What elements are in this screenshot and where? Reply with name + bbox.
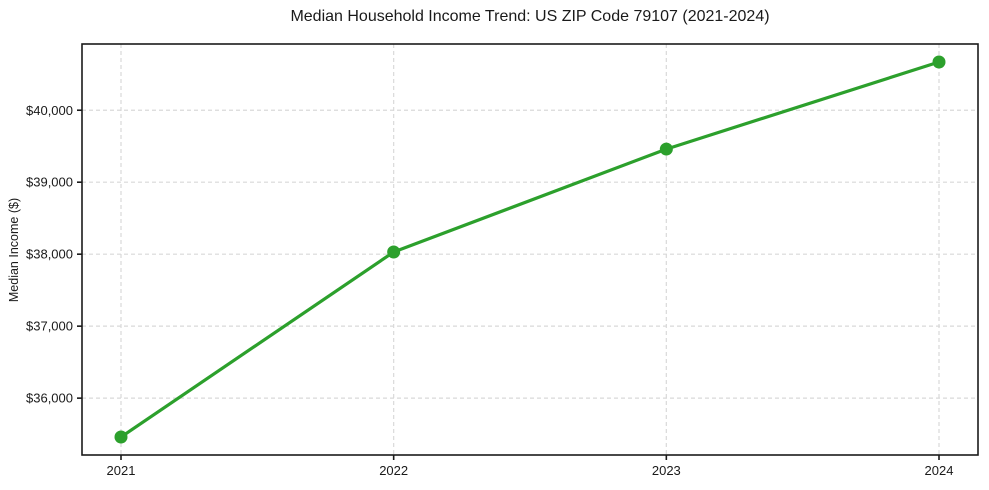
x-tick-label: 2021 — [107, 463, 136, 478]
y-tick-label: $37,000 — [26, 319, 73, 334]
plot-border — [81, 43, 979, 456]
y-tick-label: $40,000 — [26, 103, 73, 118]
data-point-2024 — [932, 55, 946, 69]
y-tick-label: $38,000 — [26, 247, 73, 262]
y-tick-label: $39,000 — [26, 175, 73, 190]
y-tick-label: $36,000 — [26, 391, 73, 406]
x-tick-label: 2022 — [379, 463, 408, 478]
x-tick-label: 2023 — [652, 463, 681, 478]
data-point-2022 — [387, 245, 401, 259]
chart-title: Median Household Income Trend: US ZIP Co… — [290, 8, 770, 25]
data-point-2021 — [114, 430, 128, 444]
x-tick-label: 2024 — [925, 463, 954, 478]
income-trend-line — [119, 60, 941, 439]
data-point-2023 — [659, 142, 673, 156]
